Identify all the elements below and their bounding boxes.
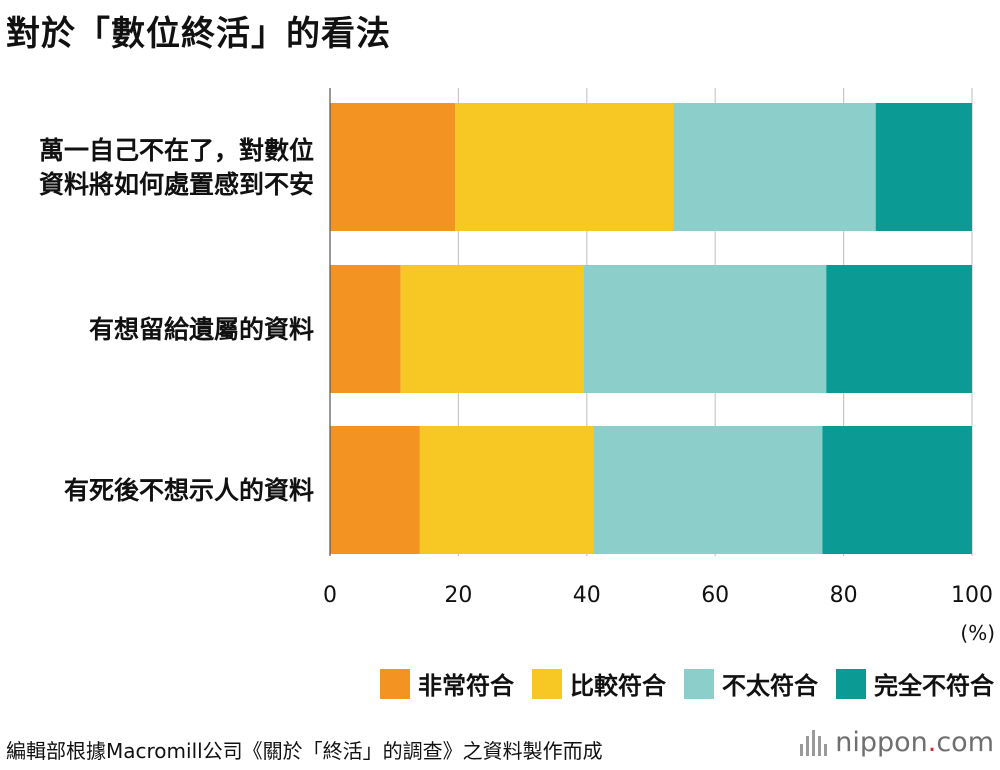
chart-title: 對於「數位終活」的看法 (6, 14, 391, 54)
legend-label: 比較符合 (570, 672, 666, 700)
logo-dot: . (927, 727, 937, 758)
x-tick-label: 80 (830, 583, 858, 608)
x-tick-label: 20 (444, 583, 472, 608)
bar-segment (673, 103, 876, 231)
legend-swatch (532, 668, 562, 699)
legend-swatch (836, 668, 866, 699)
category-label: 有想留給遺屬的資料 (89, 315, 314, 344)
bar-segment (419, 426, 594, 554)
logo-bars-icon (800, 729, 828, 756)
logo-suffix: com (936, 727, 994, 758)
legend-item: 非常符合 (380, 666, 514, 701)
x-tick-label: 60 (701, 583, 729, 608)
legend-item: 比較符合 (532, 666, 666, 701)
bar-segment (330, 265, 401, 393)
nippon-logo: nippon.com (800, 727, 994, 758)
legend-label: 非常符合 (418, 672, 514, 700)
bar-segment (455, 103, 674, 231)
legend-item: 完全不符合 (836, 666, 994, 701)
x-tick-labels: 0 20 40 60 80 100 (323, 583, 993, 608)
x-tick-label: 0 (323, 583, 337, 608)
legend: 非常符合 比較符合 不太符合 完全不符合 (380, 666, 994, 701)
legend-item: 不太符合 (684, 666, 818, 701)
x-tick-label: 40 (573, 583, 601, 608)
category-label: 有死後不想示人的資料 (64, 476, 314, 505)
category-labels: 萬一自己不在了，對數位資料將如何處置感到不安有想留給遺屬的資料有死後不想示人的資… (39, 136, 314, 505)
bar-segment (593, 426, 823, 554)
legend-swatch (380, 668, 410, 699)
bars (330, 103, 972, 554)
bar-segment (875, 103, 972, 231)
stacked-bar-chart: 萬一自己不在了，對數位資料將如何處置感到不安有想留給遺屬的資料有死後不想示人的資… (39, 88, 995, 645)
logo-name: nippon (835, 727, 928, 758)
bar-segment (400, 265, 584, 393)
bar-segment (583, 265, 827, 393)
bar-segment (826, 265, 972, 393)
bar-segment (330, 103, 456, 231)
legend-label: 不太符合 (722, 672, 818, 700)
bar-segment (822, 426, 972, 554)
x-tick-label: 100 (951, 583, 993, 608)
category-label: 資料將如何處置感到不安 (39, 170, 314, 199)
legend-label: 完全不符合 (874, 672, 994, 700)
logo-text: nippon.com (835, 727, 994, 758)
bar-segment (330, 426, 420, 554)
category-label: 萬一自己不在了，對數位 (39, 136, 314, 165)
x-unit-label: (%) (960, 621, 995, 645)
source-note: 編輯部根據Macromill公司《關於「終活」的調查》之資料製作而成 (6, 739, 603, 763)
legend-swatch (684, 668, 714, 699)
